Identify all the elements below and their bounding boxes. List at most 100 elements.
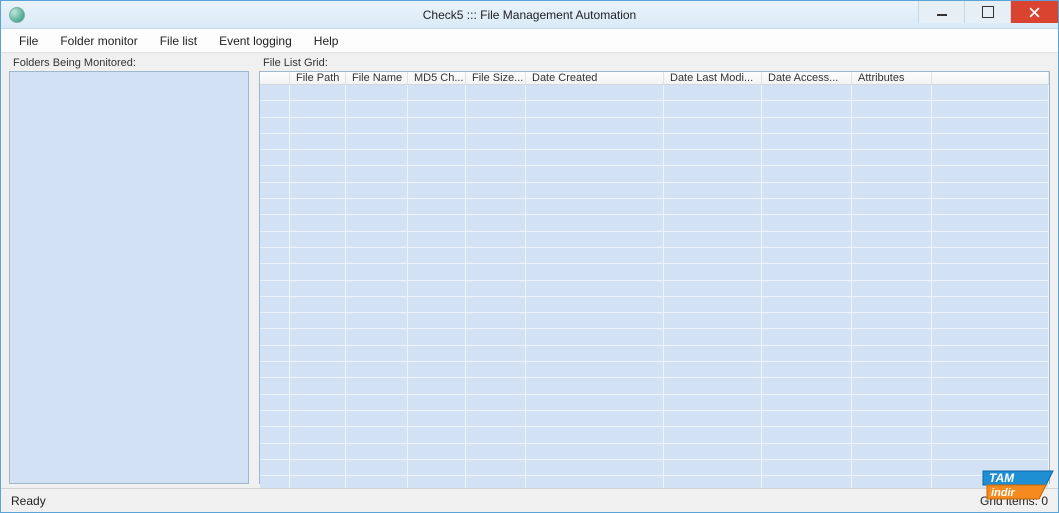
grid-row[interactable] — [260, 460, 1049, 476]
folders-panel: Folders Being Monitored: — [9, 57, 249, 484]
grid-row[interactable] — [260, 101, 1049, 117]
grid-cell — [932, 101, 1049, 116]
grid-cell — [346, 248, 408, 263]
grid-cell — [932, 329, 1049, 344]
grid-cell — [260, 281, 290, 296]
grid-cell — [932, 134, 1049, 149]
grid-cell — [346, 378, 408, 393]
grid-cell — [664, 281, 762, 296]
grid-cell — [762, 150, 852, 165]
grid-cell — [346, 362, 408, 377]
grid-cell — [466, 362, 526, 377]
grid-cell — [260, 313, 290, 328]
grid-col-filename[interactable]: File Name — [346, 72, 408, 84]
grid-col-dateaccessed[interactable]: Date Access... — [762, 72, 852, 84]
grid-cell — [466, 329, 526, 344]
app-window: Check5 ::: File Management Automation Fi… — [0, 0, 1059, 513]
grid-col-filesize[interactable]: File Size... — [466, 72, 526, 84]
grid-cell — [466, 199, 526, 214]
close-button[interactable] — [1010, 1, 1058, 23]
grid-col-datecreated[interactable]: Date Created — [526, 72, 664, 84]
grid-cell — [346, 118, 408, 133]
grid-cell — [408, 215, 466, 230]
grid-cell — [290, 444, 346, 459]
grid-cell — [526, 378, 664, 393]
grid-cell — [762, 362, 852, 377]
grid-row[interactable] — [260, 264, 1049, 280]
grid-cell — [852, 101, 932, 116]
window-controls — [918, 1, 1058, 28]
grid-row[interactable] — [260, 444, 1049, 460]
grid-row[interactable] — [260, 183, 1049, 199]
grid-row[interactable] — [260, 232, 1049, 248]
grid-cell — [852, 85, 932, 100]
grid-row[interactable] — [260, 134, 1049, 150]
grid-cell — [526, 460, 664, 475]
grid-cell — [408, 150, 466, 165]
grid-row[interactable] — [260, 329, 1049, 345]
grid-row[interactable] — [260, 281, 1049, 297]
grid-cell — [762, 281, 852, 296]
grid-cell — [408, 313, 466, 328]
file-list-panel-label: File List Grid: — [259, 57, 1050, 71]
folders-listbox[interactable] — [9, 71, 249, 484]
grid-cell — [932, 362, 1049, 377]
grid-row[interactable] — [260, 378, 1049, 394]
grid-cell — [346, 460, 408, 475]
grid-cell — [526, 362, 664, 377]
grid-row[interactable] — [260, 427, 1049, 443]
grid-col-rowheader[interactable] — [260, 72, 290, 84]
grid-row[interactable] — [260, 362, 1049, 378]
grid-row[interactable] — [260, 411, 1049, 427]
grid-col-md5[interactable]: MD5 Ch... — [408, 72, 466, 84]
grid-cell — [526, 215, 664, 230]
grid-cell — [664, 85, 762, 100]
grid-row[interactable] — [260, 346, 1049, 362]
grid-row[interactable] — [260, 85, 1049, 101]
titlebar[interactable]: Check5 ::: File Management Automation — [1, 1, 1058, 29]
grid-cell — [260, 444, 290, 459]
grid-cell — [852, 118, 932, 133]
grid-row[interactable] — [260, 199, 1049, 215]
grid-cell — [466, 150, 526, 165]
grid-cell — [408, 329, 466, 344]
menu-event-logging[interactable]: Event logging — [209, 31, 302, 51]
grid-cell — [260, 460, 290, 475]
grid-cell — [852, 134, 932, 149]
grid-row[interactable] — [260, 118, 1049, 134]
menu-file[interactable]: File — [9, 31, 48, 51]
minimize-button[interactable] — [918, 1, 964, 23]
grid-cell — [346, 444, 408, 459]
grid-row[interactable] — [260, 313, 1049, 329]
grid-body[interactable] — [260, 85, 1049, 492]
grid-cell — [852, 183, 932, 198]
grid-col-attributes[interactable]: Attributes — [852, 72, 932, 84]
grid-cell — [408, 378, 466, 393]
menu-help[interactable]: Help — [304, 31, 349, 51]
grid-cell — [260, 199, 290, 214]
grid-cell — [408, 395, 466, 410]
grid-cell — [664, 346, 762, 361]
menubar: File Folder monitor File list Event logg… — [1, 29, 1058, 53]
grid-cell — [762, 395, 852, 410]
grid-cell — [290, 215, 346, 230]
grid-cell — [932, 427, 1049, 442]
grid-cell — [408, 85, 466, 100]
grid-col-filepath[interactable]: File Path — [290, 72, 346, 84]
grid-cell — [408, 248, 466, 263]
grid-row[interactable] — [260, 248, 1049, 264]
file-list-grid[interactable]: File Path File Name MD5 Ch... File Size.… — [259, 71, 1050, 484]
grid-row[interactable] — [260, 297, 1049, 313]
grid-cell — [852, 215, 932, 230]
grid-row[interactable] — [260, 395, 1049, 411]
maximize-button[interactable] — [964, 1, 1010, 23]
grid-row[interactable] — [260, 166, 1049, 182]
grid-col-datemodified[interactable]: Date Last Modi... — [664, 72, 762, 84]
menu-file-list[interactable]: File list — [150, 31, 207, 51]
grid-cell — [762, 199, 852, 214]
grid-cell — [260, 215, 290, 230]
grid-row[interactable] — [260, 150, 1049, 166]
grid-cell — [664, 329, 762, 344]
grid-row[interactable] — [260, 215, 1049, 231]
menu-folder-monitor[interactable]: Folder monitor — [50, 31, 147, 51]
